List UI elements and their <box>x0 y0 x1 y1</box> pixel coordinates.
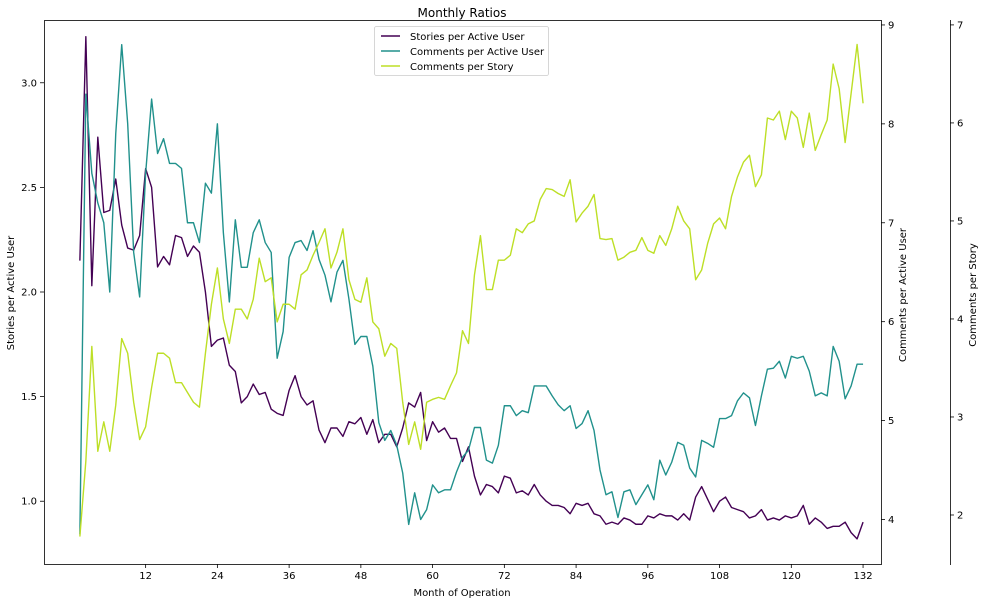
left-tick-label: 1.5 <box>21 392 37 403</box>
right2-tick-label: 7 <box>957 20 963 31</box>
right2-tick-label: 4 <box>957 314 963 325</box>
x-axis-ticks: 12 24 36 48 60 72 84 96 108 120 132 <box>139 564 873 582</box>
right1-tick-label: 6 <box>888 317 894 328</box>
series-lines <box>79 36 864 540</box>
right1-tick-label: 8 <box>888 119 894 130</box>
legend-box <box>374 26 549 76</box>
series-line-comments-per-active-user <box>79 44 864 535</box>
right2-tick-label: 2 <box>957 510 963 521</box>
x-tick-label: 12 <box>139 571 152 582</box>
legend-label-comments-per-story: Comments per Story <box>410 62 514 73</box>
x-tick-label: 36 <box>283 571 296 582</box>
left-tick-label: 2.5 <box>21 183 37 194</box>
right1-tick-label: 9 <box>888 20 894 31</box>
x-axis-label: Month of Operation <box>413 588 510 599</box>
x-tick-label: 132 <box>854 571 873 582</box>
x-tick-label: 108 <box>710 571 729 582</box>
x-tick-label: 96 <box>641 571 654 582</box>
comments-per-story-axis-label: Comments per Story <box>968 243 979 347</box>
left-tick-label: 1.0 <box>21 497 37 508</box>
right1-tick-label: 7 <box>888 218 894 229</box>
right2-axis-ticks: 2 3 4 5 6 7 <box>950 20 963 521</box>
x-tick-label: 72 <box>498 571 511 582</box>
chart-title: Monthly Ratios <box>418 6 507 20</box>
legend-label-stories: Stories per Active User <box>410 32 525 43</box>
series-line-comments-per-story <box>79 43 864 537</box>
legend: Stories per Active User Comments per Act… <box>374 26 549 76</box>
x-tick-label: 120 <box>782 571 801 582</box>
plot-frame <box>44 20 882 565</box>
right1-tick-label: 5 <box>888 416 894 427</box>
right1-axis-ticks: 4 5 6 7 8 9 <box>881 20 894 526</box>
left-tick-label: 3.0 <box>21 78 37 89</box>
left-axis-ticks: 1.0 1.5 2.0 2.5 3.0 <box>21 78 44 508</box>
right2-tick-label: 6 <box>957 118 963 129</box>
x-tick-label: 48 <box>354 571 367 582</box>
right2-tick-label: 5 <box>957 216 963 227</box>
right2-tick-label: 3 <box>957 412 963 423</box>
comments-per-active-user-axis-label: Comments per Active User <box>898 227 909 362</box>
left-tick-label: 2.0 <box>21 288 37 299</box>
stories-per-active-user-axis-label: Stories per Active User <box>6 235 17 350</box>
legend-label-comments-per-user: Comments per Active User <box>410 47 545 58</box>
x-tick-label: 60 <box>426 571 439 582</box>
x-tick-label: 84 <box>570 571 583 582</box>
series-line-stories-per-active-user <box>79 36 864 540</box>
right1-tick-label: 4 <box>888 515 894 526</box>
x-tick-label: 24 <box>211 571 224 582</box>
